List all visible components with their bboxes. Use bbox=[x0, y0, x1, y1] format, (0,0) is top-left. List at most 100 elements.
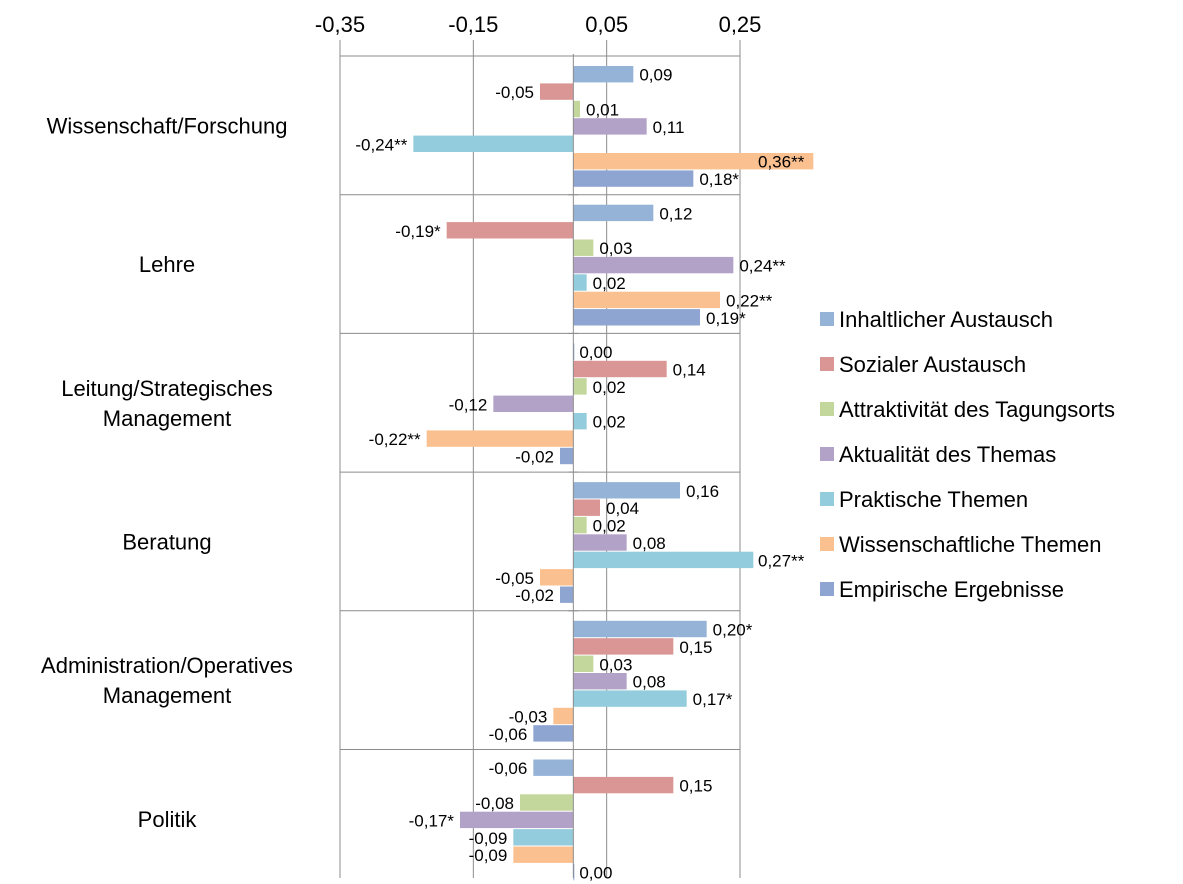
data-label: 0,14 bbox=[673, 361, 706, 380]
data-label: 0,09 bbox=[639, 66, 672, 85]
data-label: 0,20* bbox=[713, 621, 753, 640]
x-tick-label: -0,35 bbox=[315, 12, 365, 37]
bar bbox=[573, 534, 627, 551]
data-label: 0,08 bbox=[633, 534, 666, 553]
category-axis bbox=[340, 54, 740, 878]
bar bbox=[573, 673, 627, 690]
category-label: Wissenschaft/Forschung bbox=[47, 113, 288, 138]
data-label: 0,19* bbox=[706, 309, 746, 328]
bar bbox=[573, 153, 814, 170]
bar bbox=[540, 83, 574, 100]
category-labels: Wissenschaft/Forschung Lehre Leitung/Strat… bbox=[41, 113, 293, 832]
category-label: Beratung bbox=[122, 529, 211, 554]
legend: Inhaltlicher Austausch Sozialer Austausch… bbox=[820, 307, 1115, 602]
bar bbox=[560, 586, 574, 603]
bar bbox=[493, 395, 574, 412]
data-label: -0,09 bbox=[469, 846, 508, 865]
data-label: 0,15 bbox=[679, 638, 712, 657]
category-label: Administration/Operatives Management bbox=[41, 653, 293, 708]
data-label: 0,11 bbox=[653, 118, 685, 137]
data-label: 0,08 bbox=[633, 673, 666, 692]
x-tick-label: -0,15 bbox=[448, 12, 498, 37]
bar bbox=[413, 135, 574, 152]
bar bbox=[533, 725, 574, 742]
data-label: 0,16 bbox=[686, 482, 719, 501]
data-label: -0,22** bbox=[369, 430, 421, 449]
data-label: 0,18* bbox=[699, 170, 739, 189]
legend-label: Inhaltlicher Austausch bbox=[839, 307, 1053, 332]
legend-swatch bbox=[820, 357, 834, 371]
legend-label: Sozialer Austausch bbox=[839, 352, 1026, 377]
bar bbox=[573, 655, 594, 672]
bar bbox=[553, 707, 574, 725]
data-label: 0,15 bbox=[679, 777, 712, 796]
data-label: -0,02 bbox=[515, 586, 554, 605]
x-tick-label: 0,05 bbox=[585, 12, 628, 37]
legend-label: Attraktivität des Tagungsorts bbox=[839, 397, 1115, 422]
data-label: 0,00 bbox=[579, 343, 612, 362]
legend-label: Praktische Themen bbox=[839, 487, 1028, 512]
bar bbox=[460, 811, 574, 829]
data-label: -0,02 bbox=[515, 448, 554, 467]
data-label: 0,22** bbox=[726, 291, 773, 310]
category-label: Leitung/Strategisches Management bbox=[61, 376, 273, 431]
data-label: 0,02 bbox=[593, 378, 626, 397]
data-label: -0,03 bbox=[509, 708, 548, 727]
bar bbox=[573, 360, 667, 378]
data-label: 0,03 bbox=[599, 655, 632, 674]
bar bbox=[573, 204, 654, 222]
data-label: 0,12 bbox=[659, 204, 692, 223]
bar bbox=[520, 794, 574, 811]
data-label: -0,05 bbox=[495, 83, 534, 102]
bar bbox=[573, 100, 580, 118]
data-label: 0,17* bbox=[693, 690, 733, 709]
bar bbox=[513, 829, 574, 846]
bar bbox=[560, 447, 574, 465]
data-label: 0,36** bbox=[758, 153, 805, 172]
data-label: -0,08 bbox=[475, 794, 514, 813]
data-label: 0,27** bbox=[758, 551, 805, 570]
data-label: -0,12 bbox=[449, 395, 488, 414]
legend-label: Wissenschaftliche Themen bbox=[839, 532, 1102, 557]
bar bbox=[573, 118, 647, 135]
data-label: 0,03 bbox=[599, 239, 632, 258]
bar bbox=[573, 776, 674, 794]
bar bbox=[573, 516, 587, 534]
data-label: 0,00 bbox=[579, 864, 612, 883]
legend-swatch bbox=[820, 537, 834, 551]
bar bbox=[573, 291, 720, 309]
x-tick-label: 0,25 bbox=[719, 12, 762, 37]
category-label: Politik bbox=[138, 807, 198, 832]
data-label: -0,17* bbox=[409, 811, 455, 830]
data-label: -0,24** bbox=[355, 135, 407, 154]
data-label: -0,06 bbox=[489, 759, 528, 778]
data-label: -0,19* bbox=[395, 222, 441, 241]
data-label: 0,02 bbox=[593, 413, 626, 432]
data-label: -0,05 bbox=[495, 569, 534, 588]
bar bbox=[533, 759, 574, 776]
bar bbox=[573, 239, 594, 256]
bar bbox=[573, 413, 587, 430]
bar bbox=[573, 66, 634, 83]
legend-swatch bbox=[820, 447, 834, 461]
legend-label: Empirische Ergebnisse bbox=[839, 577, 1064, 602]
data-label: 0,02 bbox=[593, 274, 626, 293]
data-label: 0,02 bbox=[593, 517, 626, 536]
legend-swatch bbox=[820, 402, 834, 416]
bar bbox=[573, 551, 754, 569]
bar bbox=[446, 222, 574, 239]
bar bbox=[513, 846, 574, 863]
legend-label: Aktualität des Themas bbox=[839, 442, 1056, 467]
data-labels: 0,09 0,12 0,00 0,16 0,20* -0,06 -0,05 -0,19* 0,1… bbox=[355, 66, 804, 883]
bar bbox=[573, 309, 700, 326]
bar bbox=[573, 378, 587, 395]
bar bbox=[573, 256, 734, 274]
legend-swatch bbox=[820, 582, 834, 596]
bar bbox=[573, 690, 687, 707]
bar bbox=[573, 620, 707, 638]
bar bbox=[426, 430, 574, 447]
data-label: 0,01 bbox=[586, 101, 619, 120]
bar bbox=[573, 638, 674, 655]
bars bbox=[413, 66, 814, 881]
